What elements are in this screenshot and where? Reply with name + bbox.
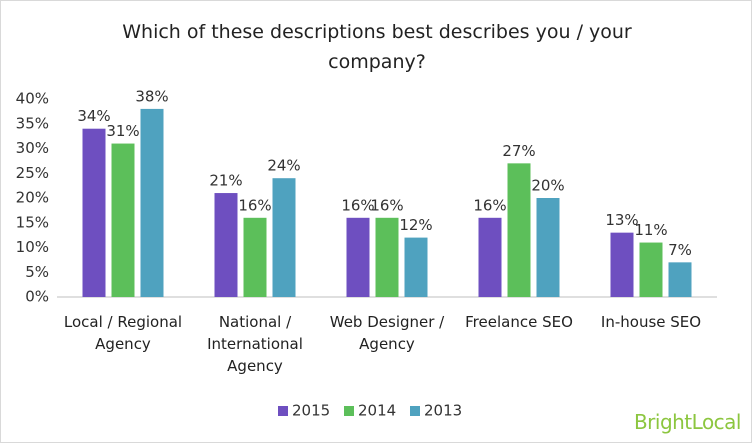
bar [140,108,164,298]
bar [536,198,560,297]
bar [375,217,399,297]
data-label: 13% [605,211,638,229]
legend-label: 2014 [358,402,396,420]
data-label: 11% [634,221,667,239]
legend-swatch [410,406,420,416]
y-tick-label: 25% [16,164,49,182]
y-tick-label: 10% [16,238,49,256]
data-label: 34% [77,107,110,125]
x-tick-label: Local / Regional Agency [63,313,183,353]
y-tick-label: 0% [25,288,49,306]
x-tick-label: Freelance SEO [465,313,573,331]
bar [272,178,296,297]
legend-swatch [278,406,288,416]
x-tick-label: In-house SEO [600,313,702,331]
data-label: 16% [473,196,506,214]
y-tick-label: 20% [16,189,49,207]
bar [111,143,135,297]
legend-swatch [344,406,354,416]
data-label: 24% [267,157,300,175]
data-label: 16% [370,196,403,214]
x-tick-label: National / International Agency [207,313,303,375]
legend-label: 2015 [292,402,330,420]
bar [243,217,267,297]
y-tick-label: 35% [16,114,49,132]
y-tick-label: 40% [16,90,49,108]
data-label: 27% [502,142,535,160]
chart-title: Which of these descriptions best describ… [122,21,632,73]
data-label: 7% [668,241,692,259]
data-label: 12% [399,216,432,234]
data-label: 38% [135,87,168,105]
bar [346,217,370,297]
data-label: 20% [531,177,564,195]
bar [639,242,663,297]
data-label: 31% [106,122,139,140]
bar [610,232,634,297]
x-tick-label: Web Designer / Agency [329,313,445,353]
data-label: 16% [238,196,271,214]
brand-logo: BrightLocal [633,410,742,434]
y-tick-label: 15% [16,213,49,231]
bar [404,237,428,297]
legend-label: 2013 [424,402,462,420]
data-label: 16% [341,196,374,214]
y-tick-label: 5% [25,263,49,281]
bar [214,193,238,297]
bar [82,128,106,297]
data-label: 21% [209,172,242,190]
bar [478,217,502,297]
bar [507,163,531,297]
y-tick-label: 30% [16,139,49,157]
bar [668,262,692,297]
